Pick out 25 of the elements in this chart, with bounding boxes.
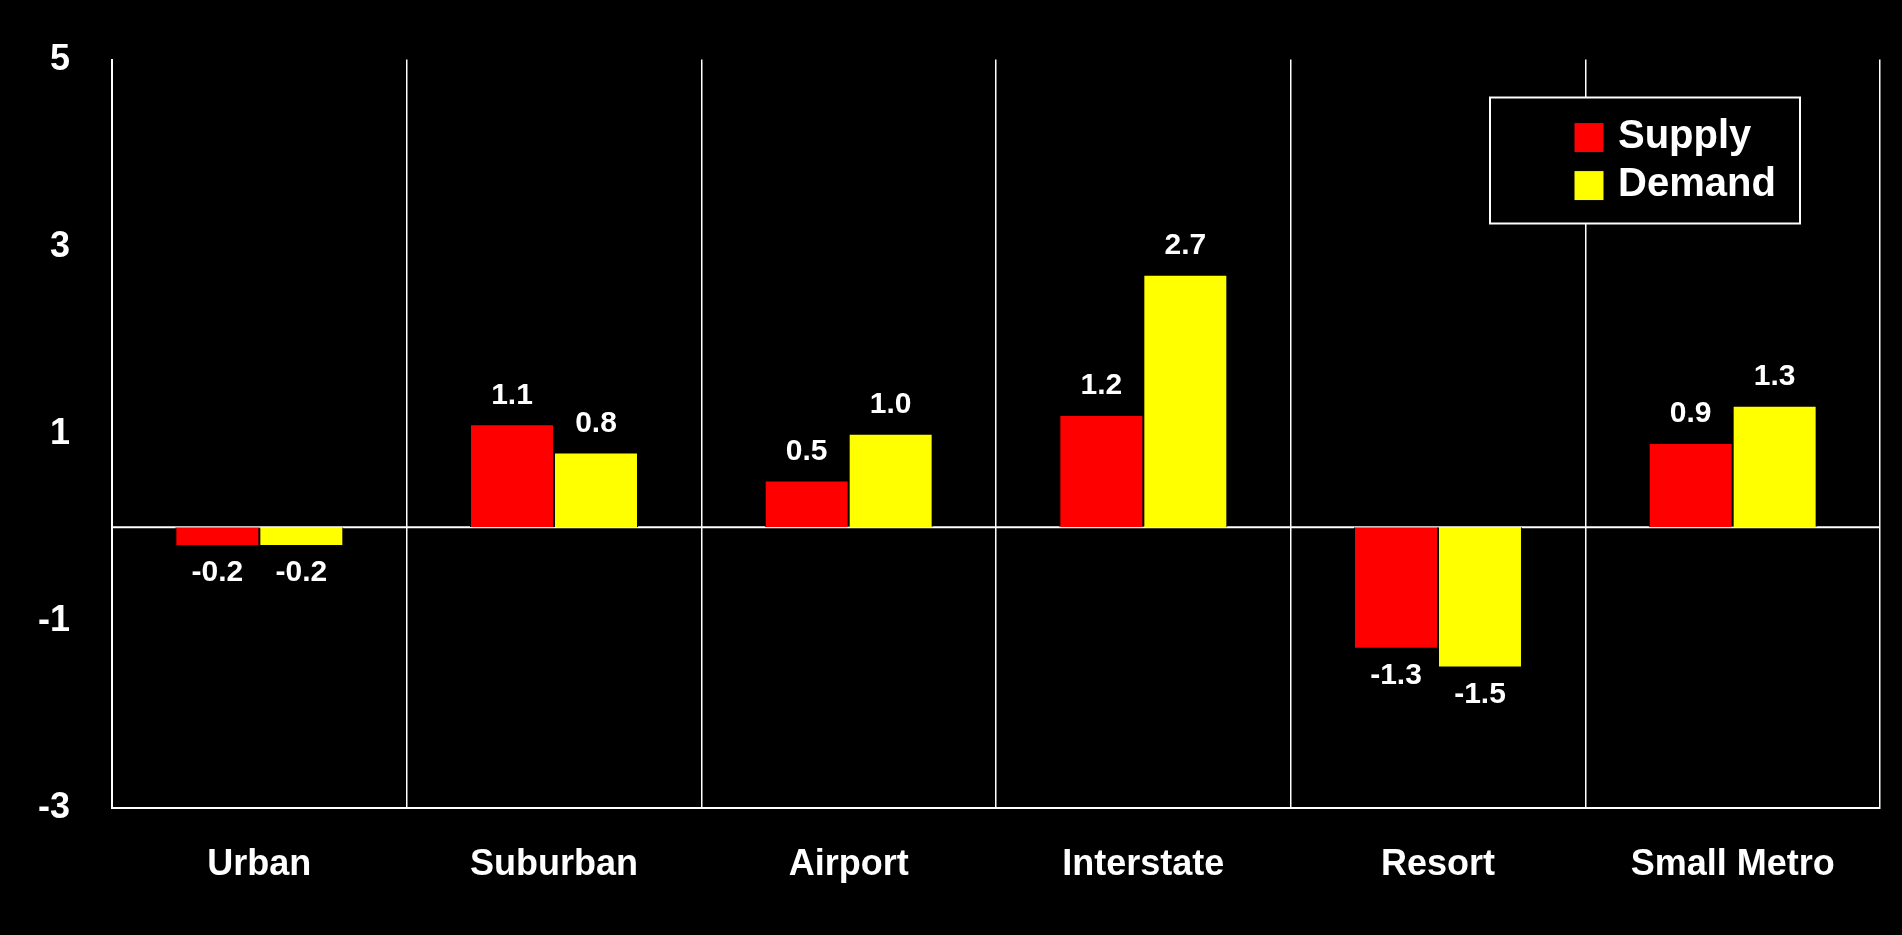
x-tick-label: Airport — [788, 842, 909, 884]
legend-label: Supply — [1618, 111, 1753, 156]
x-tick-label: Resort — [1380, 842, 1496, 884]
data-label: 1.0 — [869, 385, 912, 419]
x-tick-label: Urban — [207, 842, 312, 884]
y-tick-label: 1 — [49, 410, 71, 452]
y-tick-label: -1 — [37, 597, 71, 639]
data-label: 1.3 — [1753, 357, 1796, 391]
data-label: 1.1 — [491, 376, 533, 410]
y-tick-label: 5 — [49, 36, 71, 78]
data-label: 2.7 — [1164, 226, 1207, 260]
data-label: 1.2 — [1080, 367, 1123, 401]
x-tick-label: Small Metro — [1630, 842, 1835, 884]
data-label: 0.8 — [575, 404, 617, 438]
y-tick-label: 3 — [49, 223, 71, 265]
data-label: -0.2 — [191, 554, 244, 588]
data-label: -0.2 — [275, 554, 328, 588]
data-label: -1.5 — [1454, 675, 1506, 709]
data-label: -1.3 — [1370, 657, 1422, 691]
x-tick-label: Interstate — [1062, 842, 1225, 884]
x-tick-label: Suburban — [470, 842, 639, 884]
legend-label: Demand — [1618, 159, 1776, 204]
y-tick-label: -3 — [37, 784, 71, 826]
data-label: 0.9 — [1669, 395, 1712, 429]
data-label: 0.5 — [785, 432, 828, 466]
